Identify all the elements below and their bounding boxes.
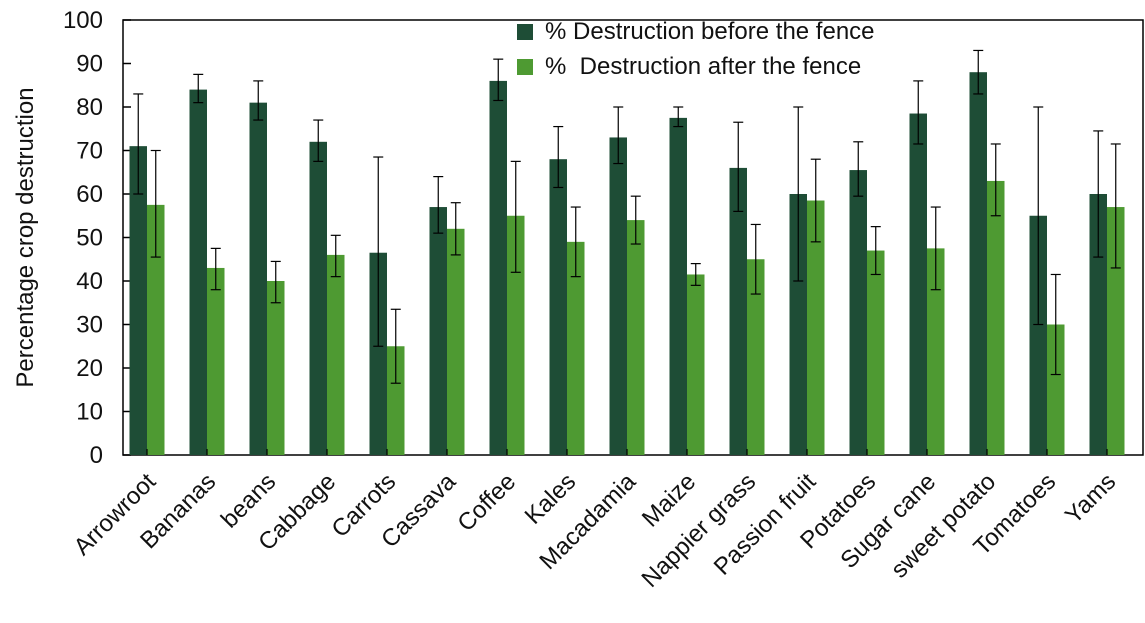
y-tick-label: 30 xyxy=(76,312,103,339)
legend-label-after: % Destruction after the fence xyxy=(545,53,861,80)
bar-after xyxy=(687,274,705,455)
bar-after xyxy=(567,241,585,455)
bar-after xyxy=(327,254,345,455)
bar-after xyxy=(807,200,825,455)
y-tick-label: 0 xyxy=(90,442,103,469)
bar-after xyxy=(1107,207,1125,455)
bar-after xyxy=(927,248,945,455)
bar-after xyxy=(1047,324,1065,455)
y-tick-label: 20 xyxy=(76,355,103,382)
legend-swatch-after xyxy=(517,59,533,75)
bar-before xyxy=(849,170,867,455)
x-tick-label: Yams xyxy=(1060,468,1121,529)
y-tick-label: 80 xyxy=(76,94,103,121)
bar-before xyxy=(249,102,267,456)
bar-after xyxy=(747,259,765,455)
bar-before xyxy=(549,159,567,455)
bar-after xyxy=(987,180,1005,455)
bar-after xyxy=(387,346,405,455)
y-tick-label: 50 xyxy=(76,225,103,252)
bar-before xyxy=(429,207,447,455)
x-tick-label: Coffee xyxy=(452,468,521,537)
legend-swatch-before xyxy=(517,24,533,40)
bar-before xyxy=(129,146,147,455)
bar-before xyxy=(609,137,627,455)
bar-before xyxy=(309,141,327,456)
bar-after xyxy=(867,250,885,455)
y-tick-label: 40 xyxy=(76,268,103,295)
legend-label-before: % Destruction before the fence xyxy=(545,18,875,45)
bar-before xyxy=(729,167,747,455)
y-tick-label: 60 xyxy=(76,181,103,208)
bar-before xyxy=(1089,194,1107,455)
y-tick-label: 70 xyxy=(76,138,103,165)
bar-before xyxy=(669,117,687,455)
bar-after xyxy=(447,228,465,455)
y-tick-label: 90 xyxy=(76,51,103,78)
bar-before xyxy=(369,252,387,455)
bar-before xyxy=(189,89,207,455)
bar-before xyxy=(1029,215,1047,455)
y-tick-label: 100 xyxy=(63,7,103,34)
bar-after xyxy=(507,215,525,455)
bar-after xyxy=(147,204,165,455)
bar-before xyxy=(789,194,807,455)
bar-before xyxy=(909,113,927,456)
y-axis-title: Percentage crop destruction xyxy=(12,87,39,387)
bar-before xyxy=(969,72,987,455)
y-tick-label: 10 xyxy=(76,399,103,426)
bar-after xyxy=(267,281,285,455)
bar-before xyxy=(489,80,507,456)
bar-after xyxy=(207,267,225,455)
bar-after xyxy=(627,220,645,455)
